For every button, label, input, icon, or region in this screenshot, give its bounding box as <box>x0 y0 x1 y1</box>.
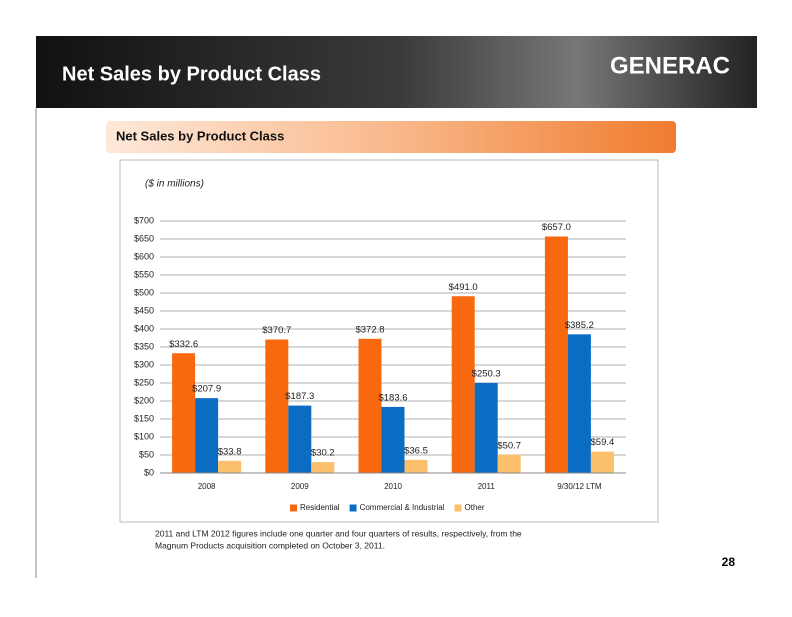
y-tick-label: $450 <box>134 305 154 315</box>
section-title: Net Sales by Product Class <box>116 128 284 143</box>
bar <box>451 296 475 473</box>
page-number: 28 <box>722 555 736 569</box>
legend-swatch <box>349 504 357 512</box>
legend-swatch <box>454 504 462 512</box>
y-tick-label: $600 <box>134 251 154 261</box>
y-tick-label: $350 <box>134 341 154 351</box>
bar <box>544 236 568 473</box>
legend-label: Other <box>465 503 485 512</box>
slide-title: Net Sales by Product Class <box>62 63 321 85</box>
value-label: $370.7 <box>262 325 291 336</box>
bar <box>497 454 521 473</box>
value-label: $657.0 <box>542 222 571 233</box>
y-tick-label: $150 <box>134 413 154 423</box>
y-tick-label: $50 <box>139 449 154 459</box>
value-label: $207.9 <box>192 384 221 395</box>
x-tick-label: 2011 <box>478 482 496 491</box>
y-tick-label: $650 <box>134 233 154 243</box>
y-tick-label: $500 <box>134 287 154 297</box>
bar <box>474 382 498 473</box>
value-label: $36.5 <box>404 445 428 456</box>
x-tick-label: 2009 <box>291 482 309 491</box>
y-tick-label: $400 <box>134 323 154 333</box>
bar <box>265 339 289 473</box>
bar <box>218 460 242 473</box>
value-label: $332.6 <box>169 339 198 350</box>
y-tick-label: $300 <box>134 359 154 369</box>
legend-label: Commercial & Industrial <box>360 503 445 512</box>
value-label: $187.3 <box>285 391 314 402</box>
value-label: $30.2 <box>311 448 335 459</box>
footnote: 2011 and LTM 2012 figures include one qu… <box>155 528 522 538</box>
bar <box>404 459 428 473</box>
x-tick-label: 2010 <box>384 482 402 491</box>
value-label: $33.8 <box>218 446 242 457</box>
bar <box>358 338 382 473</box>
value-label: $250.3 <box>472 368 501 379</box>
bar <box>590 451 614 473</box>
y-tick-label: $700 <box>134 215 154 225</box>
x-tick-label: 9/30/12 LTM <box>557 482 602 491</box>
value-label: $491.0 <box>449 282 478 293</box>
footnote: Magnum Products acquisition completed on… <box>155 540 385 550</box>
y-tick-label: $200 <box>134 395 154 405</box>
y-tick-label: $100 <box>134 431 154 441</box>
value-label: $385.2 <box>565 320 594 331</box>
units-note: ($ in millions) <box>145 179 204 190</box>
legend-label: Residential <box>300 503 340 512</box>
bar <box>288 405 312 473</box>
bar <box>381 406 405 473</box>
bar <box>195 398 219 473</box>
x-tick-label: 2008 <box>198 482 216 491</box>
bar <box>172 353 196 473</box>
y-tick-label: $0 <box>144 467 154 477</box>
y-tick-label: $550 <box>134 269 154 279</box>
y-tick-label: $250 <box>134 377 154 387</box>
value-label: $372.8 <box>355 324 384 335</box>
bar <box>311 462 335 473</box>
bar <box>567 334 591 473</box>
header-banner <box>36 36 757 108</box>
legend-swatch <box>290 504 297 512</box>
logo: GENERAC <box>610 52 730 79</box>
value-label: $59.4 <box>591 437 615 448</box>
value-label: $183.6 <box>378 392 407 403</box>
value-label: $50.7 <box>497 440 521 451</box>
section-bar <box>106 121 676 153</box>
